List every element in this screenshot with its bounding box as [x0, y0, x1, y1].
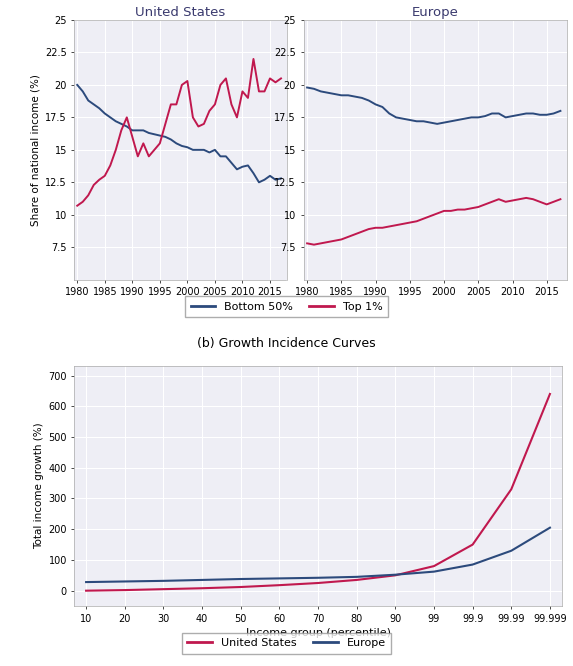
Title: Europe: Europe — [412, 6, 459, 19]
Title: United States: United States — [135, 6, 226, 19]
Y-axis label: Share of national income (%): Share of national income (%) — [31, 74, 41, 226]
Legend: United States, Europe: United States, Europe — [182, 633, 391, 654]
Legend: Bottom 50%, Top 1%: Bottom 50%, Top 1% — [185, 296, 388, 318]
Y-axis label: Total income growth (%): Total income growth (%) — [34, 423, 44, 549]
X-axis label: Income group (percentile): Income group (percentile) — [245, 628, 391, 638]
Text: (b) Growth Incidence Curves: (b) Growth Incidence Curves — [197, 336, 376, 350]
